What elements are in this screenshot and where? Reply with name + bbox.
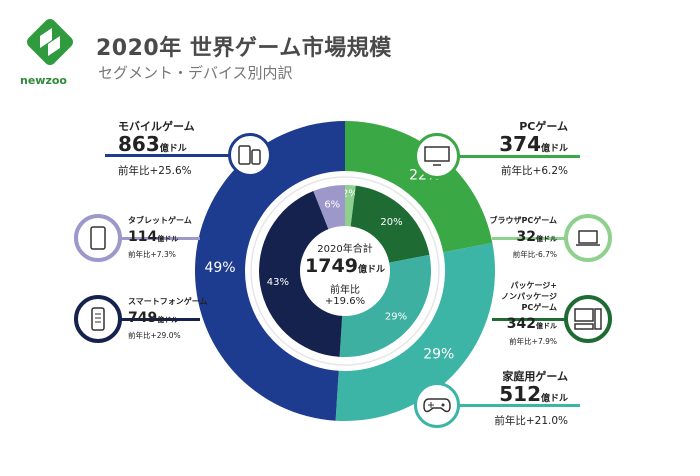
inner-slice-1 — [350, 185, 430, 263]
newzoo-logo — [27, 19, 73, 65]
logo-text: newzoo — [20, 74, 67, 87]
total-label: 2020年合計 — [317, 244, 373, 255]
pc-connector — [455, 155, 580, 158]
inner-slice-4 — [313, 185, 345, 230]
desktop-pc-icon — [564, 295, 612, 343]
monitor-icon — [414, 133, 460, 179]
total-value: 1749億ドル — [305, 255, 385, 277]
console-connector — [455, 404, 580, 407]
mobile-connector — [105, 154, 235, 157]
laptop-icon — [564, 214, 612, 262]
page-subtitle: セグメント・デバイス別内訳 — [98, 64, 293, 82]
browser-connector — [492, 237, 567, 240]
inner-slice-label-4: 6% — [324, 200, 340, 211]
outer-slice-2 — [194, 121, 345, 421]
phone-tablet-icon — [228, 133, 272, 177]
packaged-segment: パッケージ+ ノンパッケージ PCゲーム 342億ドル 前年比+7.9% — [501, 281, 557, 346]
inner-slice-2 — [339, 254, 432, 357]
tablet-connector — [118, 237, 200, 240]
tablet-segment: タブレットゲーム 114億ドル 前年比+7.3% — [128, 216, 192, 259]
gamepad-icon — [414, 382, 460, 428]
outer-slice-label-2: 49% — [204, 260, 235, 276]
console-segment: 家庭用ゲーム 512億ドル 前年比+21.0% — [494, 370, 568, 427]
inner-slice-label-2: 29% — [385, 311, 407, 322]
total-yoy: +19.6% — [324, 296, 366, 307]
inner-slice-label-0: 2% — [342, 189, 358, 200]
packaged-connector — [492, 318, 567, 321]
browser-segment: ブラウザPCゲーム 32億ドル 前年比-6.7% — [489, 216, 558, 259]
center-summary: 2020年合計 1749億ドル 前年比 +19.6% — [295, 240, 395, 307]
mobile-segment: モバイルゲーム 863億ドル 前年比+25.6% — [118, 120, 195, 177]
ring-separator — [250, 176, 440, 366]
smartphone-segment: スマートフォンゲーム 749億ドル 前年比+29.0% — [128, 297, 208, 340]
tablet-icon — [74, 214, 122, 262]
inner-slice-label-3: 43% — [267, 277, 289, 288]
outer-slice-0 — [345, 121, 493, 253]
smartphone-connector — [118, 318, 200, 321]
page-title: 2020年 世界ゲーム市場規模 — [96, 36, 392, 61]
total-yoy-label: 前年比 — [330, 285, 360, 296]
inner-slice-3 — [259, 191, 343, 357]
outer-slice-1 — [335, 242, 495, 421]
smartphone-icon — [74, 295, 122, 343]
outer-slice-label-1: 29% — [423, 347, 454, 363]
pc-segment: PCゲーム 374億ドル 前年比+6.2% — [499, 120, 568, 177]
inner-slice-label-1: 20% — [380, 217, 402, 228]
inner-slice-0 — [345, 185, 356, 227]
